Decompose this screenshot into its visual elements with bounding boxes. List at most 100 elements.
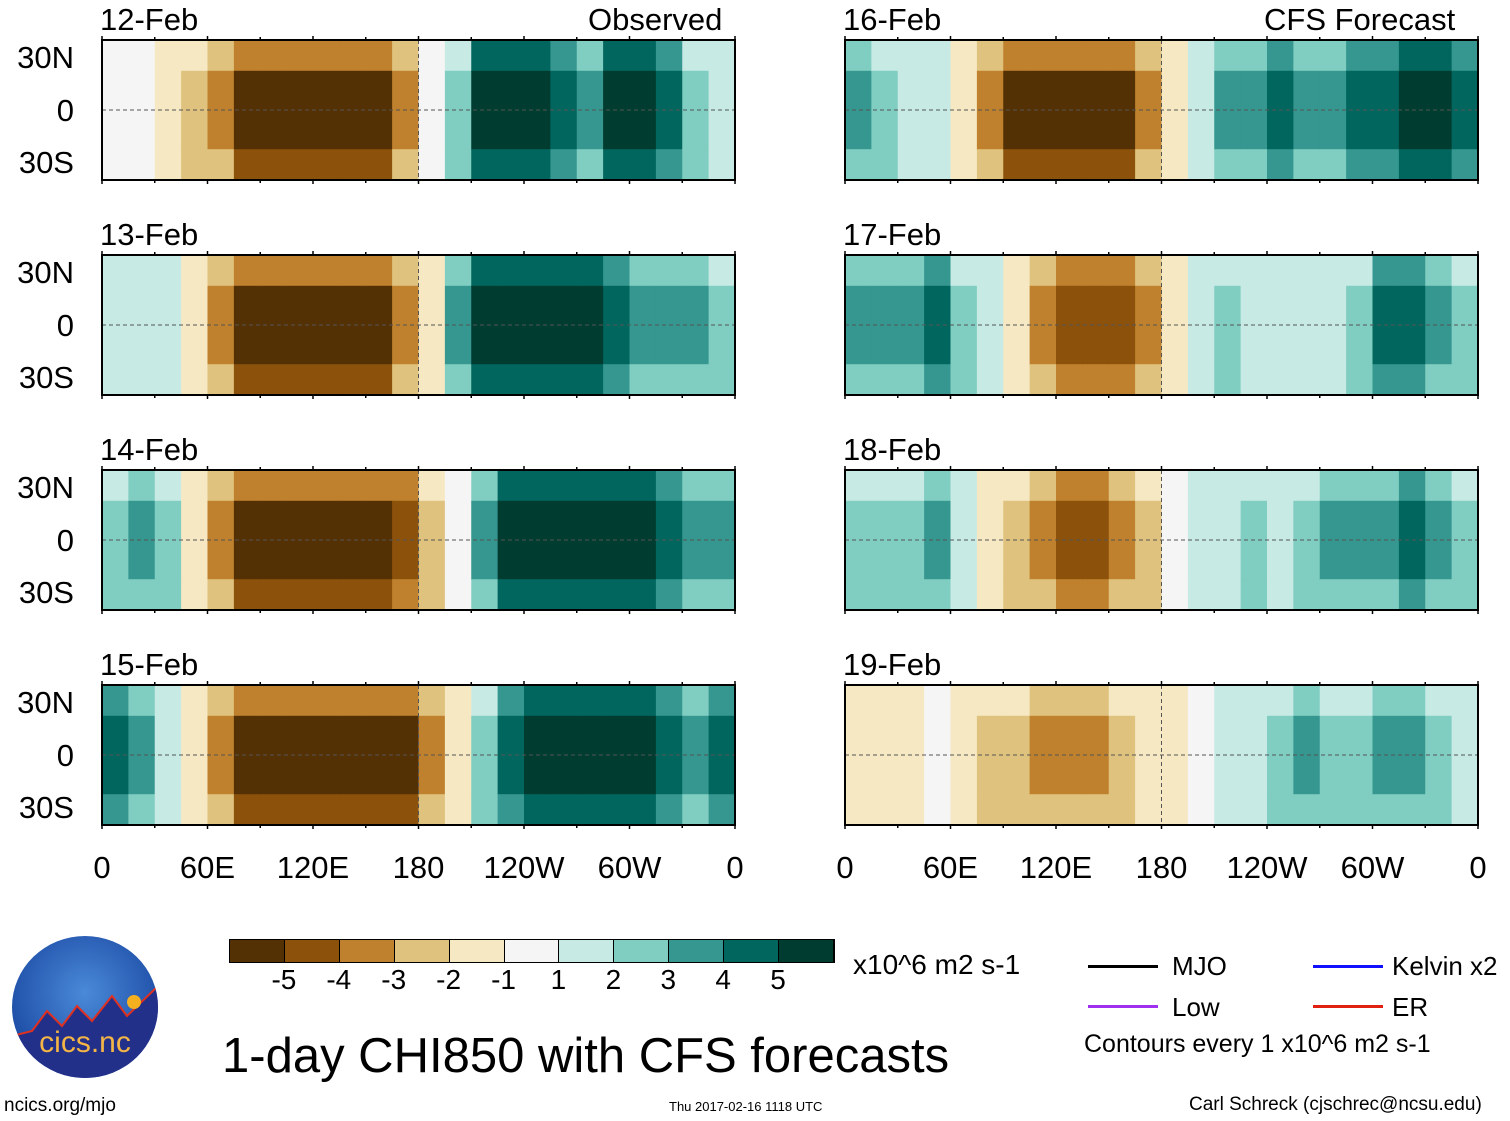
source-url[interactable]: ncics.org/mjo <box>4 1095 116 1116</box>
anomaly-cell <box>102 40 129 72</box>
anomaly-cell <box>1135 255 1163 287</box>
colorbar-swatch <box>504 940 560 962</box>
map-panel <box>101 251 736 399</box>
anomaly-cell <box>339 40 367 72</box>
anomaly-cell <box>603 794 631 826</box>
contour-note: Contours every 1 x10^6 m2 s-1 <box>1084 1030 1431 1058</box>
anomaly-cell <box>629 794 657 826</box>
anomaly-cell <box>1346 149 1374 181</box>
anomaly-cell <box>339 470 367 502</box>
anomaly-cell <box>603 470 631 502</box>
anomaly-cell <box>1372 794 1400 826</box>
longitude-label: 0 <box>1469 850 1487 885</box>
anomaly-cell <box>471 40 499 72</box>
anomaly-cell <box>392 685 420 717</box>
anomaly-cell <box>1372 149 1400 181</box>
anomaly-cell <box>897 40 925 72</box>
anomaly-cell <box>418 470 446 502</box>
anomaly-cell <box>154 255 182 287</box>
anomaly-cell <box>1187 364 1215 396</box>
latitude-label: 30S <box>18 790 74 825</box>
legend-line-er <box>1313 1005 1383 1008</box>
anomaly-cell <box>128 255 156 287</box>
anomaly-cell <box>924 364 952 396</box>
anomaly-cell <box>845 364 872 396</box>
longitude-label: 120W <box>1226 850 1308 885</box>
anomaly-cell <box>655 470 683 502</box>
anomaly-cell <box>1161 470 1189 502</box>
anomaly-cell <box>339 579 367 611</box>
anomaly-cell <box>1319 579 1347 611</box>
anomaly-cell <box>444 794 472 826</box>
anomaly-cell <box>845 794 872 826</box>
anomaly-cell <box>1029 794 1057 826</box>
units-label: x10^6 m2 s-1 <box>853 949 1021 980</box>
longitude-label: 120E <box>1019 850 1093 885</box>
anomaly-cell <box>260 40 288 72</box>
anomaly-cell <box>1003 685 1031 717</box>
anomaly-cell <box>339 794 367 826</box>
anomaly-cell <box>1161 685 1189 717</box>
anomaly-cell <box>1003 255 1031 287</box>
anomaly-cell <box>1293 149 1321 181</box>
anomaly-cell <box>154 364 182 396</box>
anomaly-cell <box>1319 149 1347 181</box>
panel-date: 17-Feb <box>843 217 942 252</box>
anomaly-cell <box>1214 40 1242 72</box>
anomaly-cell <box>1187 40 1215 72</box>
anomaly-cell <box>682 794 710 826</box>
anomaly-cell <box>1161 794 1189 826</box>
anomaly-cell <box>1082 149 1110 181</box>
anomaly-cell <box>1108 579 1136 611</box>
anomaly-cell <box>181 470 209 502</box>
anomaly-cell <box>1319 685 1347 717</box>
anomaly-cell <box>418 40 446 72</box>
anomaly-cell <box>233 470 261 502</box>
latitude-label: 30N <box>17 255 74 290</box>
anomaly-cell <box>924 470 952 502</box>
anomaly-cell <box>418 255 446 287</box>
anomaly-cell <box>976 579 1004 611</box>
anomaly-cell <box>550 149 578 181</box>
figure-title: 1-day CHI850 with CFS forecasts <box>222 1029 950 1083</box>
anomaly-cell <box>1214 255 1242 287</box>
legend-label-kelvin: Kelvin x2 <box>1392 951 1498 981</box>
anomaly-cell <box>1056 794 1083 826</box>
anomaly-cell <box>1056 685 1083 717</box>
anomaly-cell <box>682 40 710 72</box>
anomaly-cell <box>1293 685 1321 717</box>
anomaly-cell <box>1214 579 1242 611</box>
anomaly-cell <box>1425 255 1453 287</box>
anomaly-cell <box>286 579 314 611</box>
legend-label-low: Low <box>1172 992 1220 1022</box>
colorbar-label: 2 <box>605 964 622 995</box>
colorbar-label: -1 <box>491 964 516 995</box>
anomaly-cell <box>365 794 393 826</box>
anomaly-cell <box>1214 364 1242 396</box>
anomaly-cell <box>845 255 872 287</box>
latitude-label: 30S <box>18 360 74 395</box>
anomaly-cell <box>471 794 499 826</box>
anomaly-cell <box>1319 364 1347 396</box>
anomaly-cell <box>392 40 420 72</box>
anomaly-cell <box>128 794 156 826</box>
colorbar <box>229 939 835 963</box>
anomaly-cell <box>682 685 710 717</box>
anomaly-cell <box>365 364 393 396</box>
anomaly-cell <box>1082 579 1110 611</box>
anomaly-cell <box>1108 255 1136 287</box>
anomaly-cell <box>1187 794 1215 826</box>
anomaly-cell <box>339 255 367 287</box>
panel-date: 13-Feb <box>100 217 199 252</box>
anomaly-cell <box>471 364 499 396</box>
anomaly-cell <box>392 579 420 611</box>
anomaly-cell <box>1108 794 1136 826</box>
anomaly-cell <box>1398 149 1426 181</box>
anomaly-cell <box>897 579 925 611</box>
anomaly-cell <box>286 470 314 502</box>
anomaly-cell <box>1056 40 1083 72</box>
longitude-label: 60E <box>179 850 236 885</box>
anomaly-cell <box>924 794 952 826</box>
anomaly-cell <box>1240 685 1268 717</box>
anomaly-cell <box>708 579 736 611</box>
